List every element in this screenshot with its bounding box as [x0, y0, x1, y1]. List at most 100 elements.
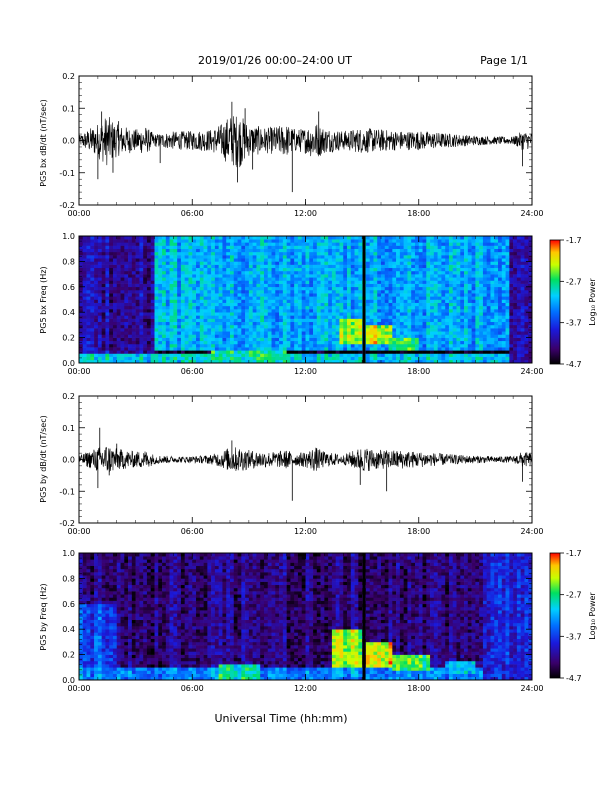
spectrogram-cell	[505, 251, 510, 256]
spectrogram-cell	[165, 264, 170, 269]
spectrogram-cell	[282, 277, 287, 281]
spectrogram-cell	[218, 318, 223, 323]
spectrogram-cell	[211, 353, 216, 357]
spectrogram-cell	[482, 312, 488, 316]
spectrogram-cell	[275, 331, 280, 335]
spectrogram-cell	[414, 267, 420, 272]
spectrogram-cell	[260, 286, 265, 291]
spectrogram-cell	[256, 350, 261, 354]
spectrogram-cell	[498, 264, 503, 269]
spectrogram-cell	[422, 242, 427, 246]
spectrogram-cell	[290, 289, 295, 294]
spectrogram-cell	[358, 309, 363, 313]
spectrogram-cell	[143, 245, 148, 249]
spectrogram-cell	[313, 305, 318, 310]
spectrogram-cell	[373, 312, 378, 316]
spectrogram-cell	[165, 280, 170, 284]
spectrogram-cell	[207, 305, 212, 310]
spectrogram-cell	[411, 315, 416, 319]
spectrogram-cell	[482, 264, 488, 269]
spectrogram-cell	[169, 242, 174, 246]
spectrogram-cell	[282, 353, 287, 357]
spectrogram-cell	[116, 280, 121, 284]
spectrogram-cell	[290, 343, 295, 348]
spectrogram-cell	[184, 274, 189, 278]
spectrogram-cell	[203, 258, 208, 262]
spectrogram-cell	[467, 318, 472, 323]
spectrogram-cell	[203, 248, 208, 253]
spectrogram-cell	[373, 261, 378, 265]
spectrogram-cell	[320, 347, 325, 351]
spectrogram-cell	[230, 321, 235, 326]
spectrogram-cell	[267, 264, 272, 269]
spectrogram-cell	[294, 277, 299, 281]
spectrogram-cell	[377, 242, 382, 246]
spectrogram-cell	[271, 309, 276, 313]
spectrogram-cell	[418, 331, 423, 335]
spectrogram-cell	[180, 283, 186, 288]
spectrogram-cell	[328, 324, 333, 329]
spectrogram-cell	[418, 245, 423, 249]
spectrogram-cell	[445, 293, 450, 297]
spectrogram-cell	[211, 293, 216, 297]
spectrogram-cell	[143, 274, 148, 278]
spectrogram-cell	[97, 267, 102, 272]
spectrogram-cell	[324, 248, 329, 253]
spectrogram-cell	[282, 296, 287, 300]
spectrogram-cell	[498, 299, 503, 303]
spectrogram-cell	[109, 321, 114, 326]
spectrogram-cell	[241, 337, 246, 342]
spectrogram-cell	[218, 347, 223, 351]
spectrogram-cell	[233, 264, 238, 269]
spectrogram-cell	[422, 302, 427, 307]
spectrogram-cell	[305, 321, 310, 326]
spectrogram-cell	[297, 251, 303, 256]
spectrogram-cell	[467, 264, 472, 269]
spectrogram-cell	[467, 315, 472, 319]
spectrogram-cell	[520, 347, 525, 351]
spectrogram-cell	[237, 343, 242, 348]
spectrogram-cell	[445, 340, 450, 345]
spectrogram-cell	[448, 343, 454, 348]
spectrogram-cell	[271, 321, 276, 326]
spectrogram-cell	[324, 324, 329, 329]
spectrogram-cell	[505, 337, 510, 342]
spectrogram-cell	[320, 248, 325, 253]
spectrogram-cell	[241, 277, 246, 281]
spectrogram-cell	[505, 359, 510, 364]
spectrogram-cell	[105, 274, 110, 278]
spectrogram-cell	[188, 343, 193, 348]
spectrogram-cell	[109, 328, 114, 332]
spectrogram-cell	[180, 286, 186, 291]
spectrogram-cell	[79, 328, 84, 332]
spectrogram-cell	[97, 270, 102, 275]
spectrogram-cell	[482, 236, 488, 240]
spectrogram-cell	[437, 340, 442, 345]
spectrogram-cell	[482, 239, 488, 243]
spectrogram-cell	[237, 337, 242, 342]
spectrogram-cell	[260, 299, 265, 303]
spectrogram-cell	[301, 296, 306, 300]
spectrogram-cell	[347, 280, 352, 284]
spectrogram-cell	[467, 359, 472, 364]
spectrogram-cell	[120, 258, 125, 262]
spectrogram-cell	[392, 353, 397, 357]
spectrogram-cell	[135, 251, 140, 256]
spectrogram-cell	[203, 302, 208, 307]
spectrogram-cell	[490, 267, 495, 272]
spectrogram-cell	[486, 356, 491, 361]
spectrogram-cell	[79, 309, 84, 313]
spectrogram-cell	[150, 296, 155, 300]
spectrogram-cell	[309, 299, 314, 303]
spectrogram-cell	[199, 328, 204, 332]
spectrogram-cell	[82, 318, 87, 323]
spectrogram-cell	[267, 350, 272, 354]
spectrogram-cell	[320, 331, 325, 335]
spectrogram-cell	[309, 258, 314, 262]
spectrogram-cell	[445, 315, 450, 319]
spectrogram-cell	[501, 283, 506, 288]
spectrogram-cell	[162, 353, 167, 357]
spectrogram-cell	[388, 251, 393, 256]
spectrogram-cell	[524, 239, 529, 243]
spectrogram-cell	[422, 337, 427, 342]
